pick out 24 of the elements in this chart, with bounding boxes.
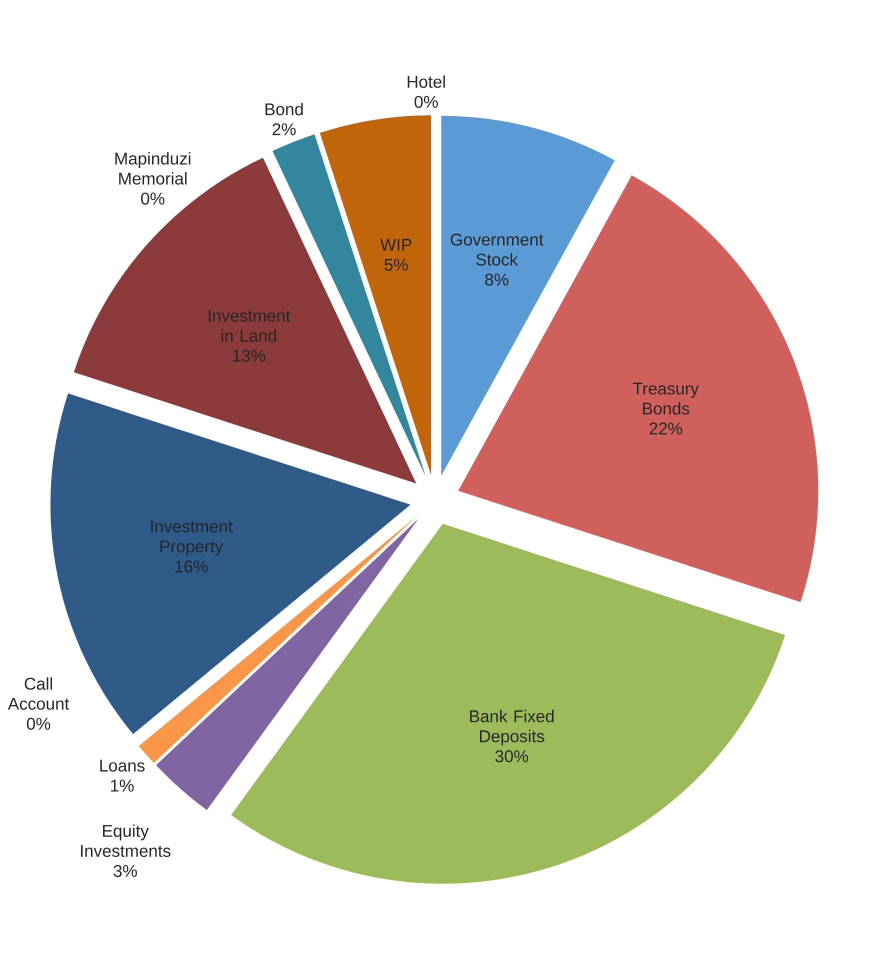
slice-label: Equity Investments — [81, 824, 170, 857]
text: 0% — [414, 96, 438, 108]
text: 0% — [141, 192, 164, 205]
slice-label: Bank Fixed Deposits — [470, 710, 554, 746]
data-label: 3% — [114, 864, 137, 877]
slice-label: WIP — [380, 238, 412, 251]
category-label: Call Account — [8, 677, 70, 710]
data-label: 8% — [485, 274, 508, 286]
data-label: 13% — [233, 350, 266, 362]
data-label: 2% — [272, 123, 296, 136]
slice-label: Bond — [266, 102, 303, 116]
data-label: 5% — [384, 258, 408, 271]
data-label: 1% — [111, 780, 134, 792]
data-label: 22% — [650, 422, 682, 435]
slice-label: Investment Property — [151, 520, 233, 556]
slice-label: Investment in Land — [208, 310, 290, 342]
data-label: 30% — [495, 750, 528, 762]
slice-label: Loans — [100, 760, 145, 772]
slice-label: Treasury Bonds — [632, 382, 699, 415]
text: 0% — [26, 718, 50, 730]
slice-label: Government Stock — [450, 234, 544, 266]
category-label: Hotel — [408, 75, 445, 88]
data-label: 16% — [175, 560, 208, 572]
category-label: Mapinduzi Memorial — [115, 152, 190, 185]
